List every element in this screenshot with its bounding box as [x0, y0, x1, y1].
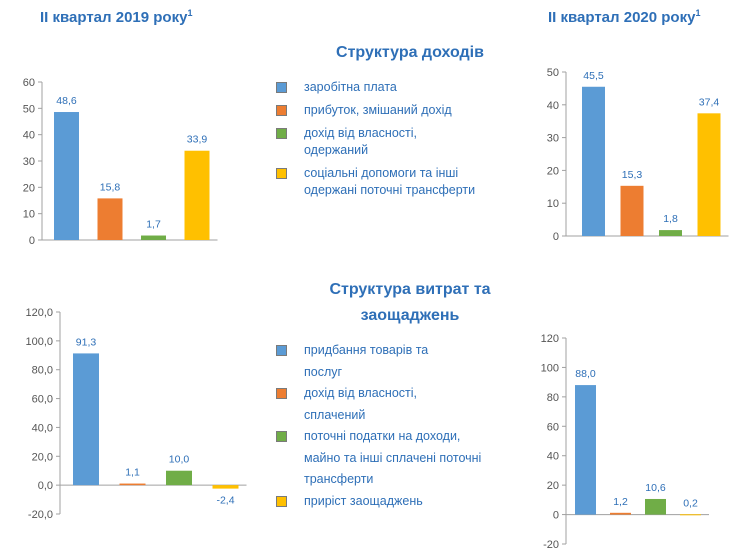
expense-2020-data-label: 0,2 [683, 497, 698, 509]
legend-label: поточні податки на доходи, майно та інші… [304, 429, 482, 486]
income-2019-tick-label: 40 [23, 130, 35, 142]
legend-label: придбання товарів та послуг [304, 343, 429, 379]
legend-label: приріст заощаджень [304, 493, 423, 508]
income-2019-bar [97, 198, 123, 240]
expense-2020-tick-label: 60 [547, 421, 559, 433]
legend-swatch [276, 168, 287, 179]
expense-2019-tick-label: 120,0 [25, 307, 53, 319]
expense-2019-bar [119, 483, 146, 486]
income-2019-data-label: 33,9 [187, 134, 208, 146]
legend-label: соціальні допомоги та інші одержані пото… [304, 166, 476, 197]
legend-swatch [276, 105, 287, 116]
legend-item: заробітна плата [276, 79, 508, 96]
legend-swatch [276, 345, 287, 356]
footnote-mark: 1 [695, 8, 701, 18]
legend-item: придбання товарів та послуг [276, 340, 454, 383]
legend-swatch [276, 495, 287, 507]
income-2020-tick-label: 40 [547, 100, 559, 112]
legend-item: приріст заощаджень [276, 491, 494, 513]
footnote-mark: 1 [187, 8, 193, 18]
income-2019-tick-label: 30 [23, 156, 35, 168]
expense-2019-data-label: 1,1 [125, 467, 140, 479]
legend-item: соціальні допомоги та інші одержані пото… [276, 165, 508, 199]
expense-2019-tick-label: 0,0 [38, 480, 53, 492]
expense-2020-tick-label: 40 [547, 451, 559, 463]
expense-2019-bar [212, 485, 239, 489]
legend-swatch [276, 82, 287, 93]
income-2019-data-label: 1,7 [146, 219, 161, 231]
expense-2020-data-label: 10,6 [645, 482, 666, 494]
income-2020-data-label: 45,5 [583, 70, 604, 82]
expense-2020-data-label: 1,2 [613, 496, 628, 508]
header-2019-text: II квартал 2019 року [40, 9, 188, 26]
expense-2019-tick-label: 80,0 [32, 365, 53, 377]
expense-2020-tick-label: -20 [543, 539, 559, 551]
expense-2020-data-label: 88,0 [575, 368, 596, 380]
income-2019-tick-label: 10 [23, 209, 35, 221]
expense-2020-bar [610, 512, 631, 515]
income-legend: заробітна плата прибуток, змішаний дохід… [276, 79, 508, 199]
legend-label: дохід від власності, сплачений [304, 386, 418, 422]
expense-2019-tick-label: -20,0 [28, 509, 53, 521]
income-2019-tick-label: 60 [23, 77, 35, 89]
income-2020-data-label: 37,4 [699, 96, 720, 108]
income-2020-tick-label: 0 [553, 231, 559, 243]
expense-2020-tick-label: 120 [541, 333, 559, 345]
legend-item: прибуток, змішаний дохід [276, 102, 508, 119]
income-2020-bar [582, 86, 605, 236]
expense-2019-bar [166, 470, 192, 486]
income-2019-data-label: 15,8 [100, 181, 121, 193]
income-2020-tick-label: 10 [547, 198, 559, 210]
income-2020-data-label: 1,8 [663, 213, 678, 225]
income-2019-tick-label: 50 [23, 103, 35, 115]
legend-swatch [276, 128, 287, 139]
expense-2019-data-label: 91,3 [76, 336, 97, 348]
expense-2019-tick-label: 40,0 [32, 422, 53, 434]
expense-2019-data-label: -2,4 [216, 495, 234, 507]
expense-2019-bar [73, 353, 99, 486]
expense-legend: придбання товарів та послуг дохід від вл… [276, 340, 494, 512]
legend-swatch [276, 388, 287, 399]
expense-2020-tick-label: 0 [553, 510, 559, 522]
expense-2020-tick-label: 100 [541, 362, 559, 374]
income-2019-tick-label: 20 [23, 182, 35, 194]
income-2020-tick-label: 30 [547, 133, 559, 145]
expense-2019-tick-label: 100,0 [25, 336, 53, 348]
income-2019-tick-label: 0 [29, 235, 35, 247]
legend-swatch [276, 431, 287, 442]
legend-label: дохід від власності, одержаний [304, 126, 418, 157]
income-section-title: Структура доходів [336, 44, 484, 61]
expense-section-title: Структура витрат та заощаджень [329, 281, 491, 324]
income-2020-bar [659, 230, 682, 236]
income-2019-bar [54, 112, 79, 240]
expense-2019-tick-label: 20,0 [32, 451, 53, 463]
income-2019-bar [141, 235, 166, 240]
income-2020-data-label: 15,3 [622, 169, 643, 181]
expense-2020-bar [645, 498, 666, 515]
income-2019-data-label: 48,6 [56, 95, 77, 107]
income-2019-bar [184, 150, 210, 240]
expense-2020-bar [575, 385, 596, 515]
expense-2020-bar [680, 514, 701, 516]
header-2019: II квартал 2019 року1 [40, 8, 192, 26]
expense-2019-tick-label: 60,0 [32, 394, 53, 406]
expense-2020-tick-label: 20 [547, 480, 559, 492]
legend-item: дохід від власності, сплачений [276, 383, 454, 426]
legend-label: прибуток, змішаний дохід [304, 103, 452, 117]
legend-item: поточні податки на доходи, майно та інші… [276, 426, 494, 491]
income-2020-bar [697, 113, 721, 236]
header-2020: II квартал 2020 року1 [548, 8, 700, 26]
expense-2020-tick-label: 80 [547, 392, 559, 404]
income-2020-tick-label: 20 [547, 165, 559, 177]
income-2020-tick-label: 50 [547, 67, 559, 79]
income-2020-bar [620, 185, 644, 236]
header-2020-text: II квартал 2020 року [548, 9, 696, 26]
expense-2019-data-label: 10,0 [169, 454, 190, 466]
legend-item: дохід від власності, одержаний [276, 125, 454, 159]
legend-label: заробітна плата [304, 80, 397, 94]
